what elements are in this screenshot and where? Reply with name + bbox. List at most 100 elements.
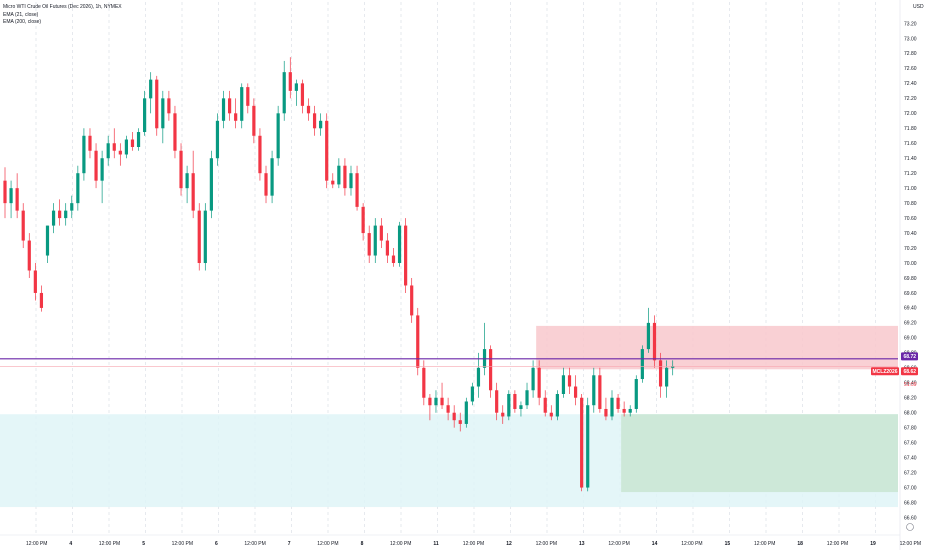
candle-body bbox=[191, 173, 195, 211]
candle-body bbox=[33, 270, 37, 293]
candle-body bbox=[3, 180, 7, 204]
price-tick-label: 66.80 bbox=[904, 500, 917, 506]
time-axis-day-label: 19 bbox=[870, 541, 876, 547]
candle-body bbox=[179, 150, 183, 189]
candle-body bbox=[106, 143, 110, 159]
legend-ema-200[interactable]: EMA (200, close) bbox=[3, 19, 42, 25]
candle-body bbox=[646, 322, 651, 350]
candle-body bbox=[397, 225, 402, 264]
candle-body bbox=[258, 135, 262, 174]
currency-label: USD bbox=[913, 4, 924, 10]
candle-body bbox=[567, 375, 572, 387]
candle-body bbox=[15, 188, 19, 211]
candle-body bbox=[45, 225, 50, 256]
supply-zone bbox=[536, 325, 898, 370]
candle-body bbox=[130, 139, 135, 147]
time-axis-day-label: 4 bbox=[69, 541, 72, 547]
candle-body bbox=[252, 105, 256, 136]
price-tick-label: 70.40 bbox=[904, 231, 917, 237]
candle-body bbox=[586, 405, 590, 488]
candle-body bbox=[470, 386, 474, 402]
candle-body bbox=[197, 210, 201, 264]
candle-body bbox=[185, 173, 189, 189]
candle-body bbox=[136, 132, 141, 147]
price-tick-label: 67.20 bbox=[904, 470, 917, 476]
candle-body bbox=[561, 375, 566, 394]
candle-body bbox=[240, 87, 244, 121]
candle-body bbox=[367, 233, 371, 256]
time-axis-day-label: 11 bbox=[433, 541, 439, 547]
candle-body bbox=[592, 375, 596, 406]
auto-scale-icon bbox=[906, 523, 914, 531]
candle-body bbox=[209, 158, 213, 211]
candle-body bbox=[355, 173, 359, 207]
candle-body bbox=[288, 72, 292, 91]
candle-body bbox=[300, 83, 305, 106]
price-tick-label: 69.60 bbox=[904, 291, 917, 297]
price-tick-label: 72.40 bbox=[904, 81, 917, 87]
candle-body bbox=[513, 394, 517, 409]
candle-body bbox=[531, 367, 535, 391]
time-axis-day-label: 12 bbox=[506, 541, 512, 547]
candle-body bbox=[82, 135, 86, 174]
time-axis-day-label: 8 bbox=[361, 541, 364, 547]
candle-body bbox=[264, 173, 268, 196]
price-tick-label: 67.80 bbox=[904, 425, 917, 431]
time-axis-day-label: 14 bbox=[652, 541, 658, 547]
price-tick-label: 69.00 bbox=[904, 336, 917, 342]
time-axis-time-label: 12:00 PM bbox=[26, 541, 47, 547]
candle-body bbox=[64, 210, 68, 219]
candle-body bbox=[349, 173, 353, 189]
candle-body bbox=[628, 408, 632, 413]
candle-body bbox=[416, 315, 420, 368]
time-axis-time-label: 12:00 PM bbox=[608, 541, 629, 547]
candle-body bbox=[610, 397, 614, 417]
candle-body bbox=[379, 225, 383, 241]
price-tick-label: 69.40 bbox=[904, 306, 917, 312]
candle-body bbox=[173, 113, 177, 151]
price-tag-bg bbox=[901, 352, 918, 361]
symbol-tag-label: MCLZ2026 bbox=[873, 369, 898, 375]
candle-body bbox=[507, 394, 511, 417]
candle-body bbox=[124, 139, 128, 155]
time-axis-time-label: 12:00 PM bbox=[244, 541, 265, 547]
candle-body bbox=[112, 143, 116, 151]
legend-ema-21[interactable]: EMA (21, close) bbox=[3, 11, 39, 18]
price-tick-label: 68.20 bbox=[904, 396, 917, 402]
candle-body bbox=[598, 375, 602, 409]
candle-body bbox=[227, 98, 232, 114]
candle-body bbox=[580, 397, 584, 488]
candle-body bbox=[9, 188, 13, 204]
candles bbox=[3, 57, 675, 492]
candle-body bbox=[312, 113, 317, 129]
candle-body bbox=[543, 397, 547, 413]
time-axis-time-label: 12:00 PM bbox=[390, 541, 411, 547]
candle-body bbox=[51, 210, 56, 226]
candle-body bbox=[70, 203, 74, 211]
time-axis-time-label: 12:00 PM bbox=[827, 541, 848, 547]
legend-title[interactable]: Micro WTI Crude Oil Futures (Dec 2026), … bbox=[3, 4, 122, 10]
price-tick-label: 70.80 bbox=[904, 201, 917, 207]
target-zone bbox=[621, 414, 898, 493]
candle-body bbox=[246, 87, 250, 106]
candle-body bbox=[489, 349, 493, 391]
candle-body bbox=[476, 367, 481, 387]
candle-body bbox=[404, 225, 408, 286]
candle-body bbox=[658, 360, 663, 387]
candle-body bbox=[665, 367, 669, 387]
price-tag-label: 68.72 bbox=[904, 354, 917, 360]
price-tick-label: 70.00 bbox=[904, 261, 917, 267]
candle-body bbox=[294, 83, 298, 91]
price-tick-label: 67.00 bbox=[904, 485, 917, 491]
candle-body bbox=[276, 113, 280, 159]
candle-body bbox=[203, 210, 207, 264]
time-axis-day-label: 5 bbox=[142, 541, 145, 547]
candle-body bbox=[616, 397, 620, 409]
price-tick-label: 71.80 bbox=[904, 126, 917, 132]
candle-body bbox=[234, 113, 238, 121]
candle-body bbox=[319, 120, 323, 129]
time-axis-time-label: 12:00 PM bbox=[536, 541, 557, 547]
candle-body bbox=[88, 135, 92, 151]
